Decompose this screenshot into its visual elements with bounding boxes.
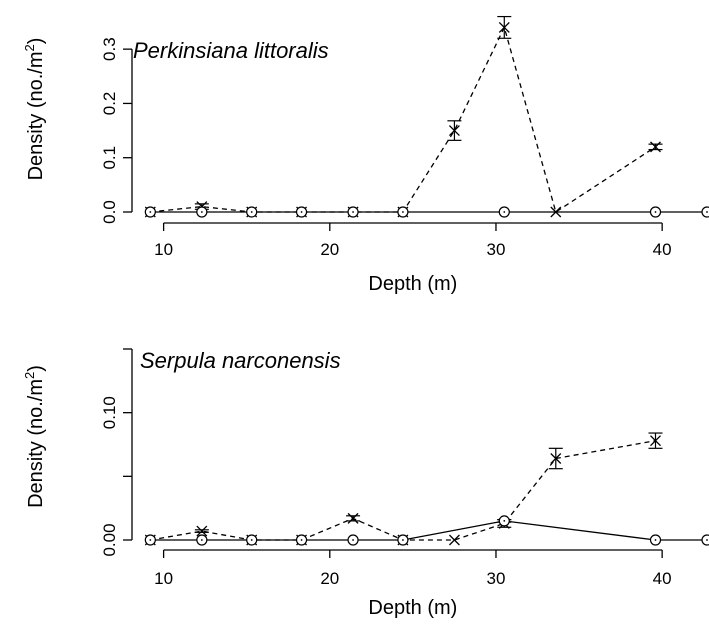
cross-marker	[650, 435, 661, 447]
circle-marker-dot	[200, 211, 203, 213]
circle-marker-dot	[706, 539, 708, 541]
x-axis-label: Depth (m)	[368, 597, 457, 619]
circle-marker-dot	[149, 211, 152, 213]
circle-marker-dot	[503, 520, 506, 522]
circle-marker	[701, 206, 709, 218]
circle-marker-dot	[352, 211, 354, 213]
circle-marker-dot	[654, 539, 657, 541]
x-tick-label: 20	[320, 569, 339, 588]
cross-stroke	[650, 141, 661, 153]
y-tick-label: 0.10	[100, 396, 119, 429]
panel-title: Perkinsiana littoralis	[133, 38, 329, 63]
cross-stroke	[448, 534, 460, 546]
circle-marker-dot	[654, 211, 657, 213]
circle-marker	[701, 534, 709, 546]
circle-marker-dot	[149, 539, 152, 541]
circle-marker-dot	[706, 211, 708, 213]
circle-marker-dot	[250, 539, 253, 541]
x-tick-label: 40	[653, 569, 672, 588]
cross-stroke	[498, 21, 510, 33]
cross-marker	[650, 141, 661, 153]
panel-serpula: 10 20 30 40 0.00 0.10 Depth (m) Density (no./m2…	[22, 348, 709, 619]
y-axis-label: Density (no./m2)	[22, 365, 47, 508]
circle-marker-dot	[503, 211, 506, 213]
cross-stroke	[650, 435, 661, 447]
cross-marker	[448, 534, 460, 546]
y-tick-label: 0.1	[100, 146, 119, 170]
series-line-cross	[150, 440, 656, 541]
cross-marker	[498, 21, 510, 33]
cross-stroke	[347, 512, 359, 524]
circle-marker-dot	[402, 539, 404, 541]
cross-marker	[550, 453, 562, 464]
y-tick-label: 0.3	[100, 37, 119, 61]
circle-marker-dot	[352, 539, 354, 541]
circle-marker-dot	[300, 539, 303, 541]
circle-marker-dot	[300, 211, 303, 213]
cross-marker	[448, 125, 460, 137]
x-tick-label: 30	[487, 569, 506, 588]
x-axis-label: Depth (m)	[368, 273, 457, 295]
cross-marker	[347, 512, 359, 524]
x-tick-label: 30	[487, 240, 506, 259]
cross-stroke	[448, 125, 460, 137]
circle-marker-dot	[402, 211, 404, 213]
cross-marker	[196, 525, 208, 537]
circle-marker-dot	[250, 211, 253, 213]
cross-stroke	[550, 453, 562, 464]
circle-marker-dot	[200, 539, 203, 541]
x-tick-label: 10	[154, 569, 173, 588]
y-tick-label: 0.00	[100, 523, 119, 556]
cross-stroke	[196, 525, 208, 537]
x-tick-label: 10	[154, 240, 173, 259]
y-tick-label: 0.2	[100, 92, 119, 116]
panel-perkinsiana: 10 20 30 40 0.0 0.1 0.2 0.3 Depth (m) Density (no…	[22, 15, 709, 295]
y-tick-label: 0.0	[100, 200, 119, 224]
panel-title: Serpula narconensis	[140, 348, 341, 373]
x-tick-label: 40	[653, 240, 672, 259]
x-tick-label: 20	[320, 240, 339, 259]
y-axis-label: Density (no./m2)	[22, 38, 47, 181]
